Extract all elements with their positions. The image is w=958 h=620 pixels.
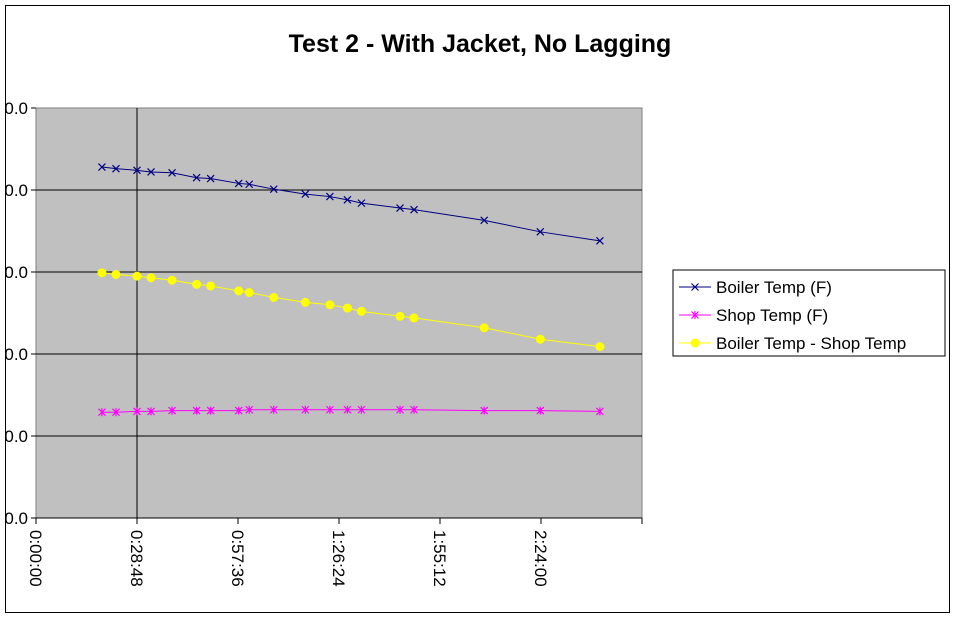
x-tick-label: 0:28:48 (127, 530, 146, 587)
data-point (301, 190, 310, 199)
data-point (536, 227, 545, 236)
data-point (168, 406, 176, 415)
data-point (98, 163, 106, 171)
data-point (325, 405, 334, 414)
data-point (691, 283, 699, 291)
data-point (343, 195, 352, 204)
y-tick-label: 150.0 (6, 263, 28, 282)
series-3 (97, 268, 605, 352)
data-point (595, 236, 604, 245)
y-tick-label: 0.0 (6, 509, 28, 528)
y-tick-label: 50.0 (6, 427, 28, 446)
legend-label: Boiler Temp (F) (716, 278, 832, 297)
data-point (133, 166, 141, 175)
data-point (168, 168, 176, 177)
data-point (536, 406, 545, 415)
data-point (410, 405, 418, 414)
y-tick-label: 250.0 (6, 99, 28, 118)
data-point (269, 185, 278, 194)
chart-title: Test 2 - With Jacket, No Lagging (289, 30, 672, 58)
data-point (396, 405, 404, 414)
data-point (595, 342, 605, 352)
data-point (245, 180, 254, 189)
data-point (480, 406, 489, 415)
data-point (410, 205, 418, 214)
x-tick-label: 0:00:00 (26, 530, 45, 587)
data-point (357, 199, 366, 208)
data-point (234, 179, 243, 188)
data-point (535, 334, 545, 344)
data-point (132, 271, 142, 281)
legend-entry: Boiler Temp (F) (679, 278, 832, 297)
axes: 0.0 50.0 100.0 150.0 200.0 250.0 0:00:00 0:28:4… (6, 99, 643, 587)
data-point (234, 406, 243, 415)
data-point (111, 269, 121, 279)
data-point (480, 216, 489, 225)
chart-svg: Test 2 - With Jacket, No Lagging 0.0 50.0… (6, 30, 946, 587)
x-tick-label: 1:26:24 (329, 530, 348, 587)
data-point (301, 405, 310, 414)
x-tick-label: 1:55:12 (430, 530, 449, 587)
x-tick-label: 0:57:36 (228, 530, 247, 587)
data-point (325, 192, 334, 201)
data-point (206, 174, 215, 183)
data-point (342, 303, 352, 313)
data-point (98, 408, 106, 417)
data-point (357, 405, 366, 414)
data-point (356, 306, 366, 316)
x-tick-label: 2:24:00 (531, 530, 550, 587)
data-point (343, 405, 352, 414)
data-point (206, 281, 216, 291)
data-point (206, 406, 215, 415)
data-point (300, 297, 310, 307)
data-point (325, 300, 335, 310)
data-point (395, 311, 405, 321)
data-point (147, 407, 155, 416)
data-point (97, 268, 107, 278)
y-tick-label: 100.0 (6, 345, 28, 364)
data-point (269, 405, 278, 414)
data-point (409, 313, 419, 323)
data-point (479, 323, 489, 333)
data-point (234, 286, 244, 296)
legend-box (672, 269, 946, 357)
chart-area: Test 2 - With Jacket, No Lagging 0.0 50.0… (5, 5, 950, 613)
data-point (112, 408, 120, 417)
series-2 (98, 405, 604, 417)
data-point (244, 288, 254, 297)
data-point (146, 273, 156, 283)
data-point (192, 173, 201, 182)
series-1 (98, 163, 604, 245)
legend-label: Shop Temp (F) (716, 306, 828, 325)
legend: Boiler Temp (F) Shop Temp (F) Boiler Temp … (672, 269, 946, 357)
data-point (167, 275, 177, 285)
data-point (269, 292, 279, 302)
data-point (112, 164, 120, 173)
data-point (192, 279, 202, 289)
data-point (396, 204, 404, 212)
data-point (691, 311, 699, 319)
data-point (147, 168, 155, 176)
data-point (245, 405, 254, 414)
data-point (192, 406, 201, 415)
data-point (133, 407, 141, 416)
legend-entry: Shop Temp (F) (679, 306, 828, 325)
series-layer (97, 163, 605, 417)
legend-entry: Boiler Temp - Shop Temp (679, 334, 906, 353)
data-point (690, 338, 700, 348)
legend-label: Boiler Temp - Shop Temp (716, 334, 906, 353)
y-tick-label: 200.0 (6, 181, 28, 200)
data-point (595, 407, 604, 416)
